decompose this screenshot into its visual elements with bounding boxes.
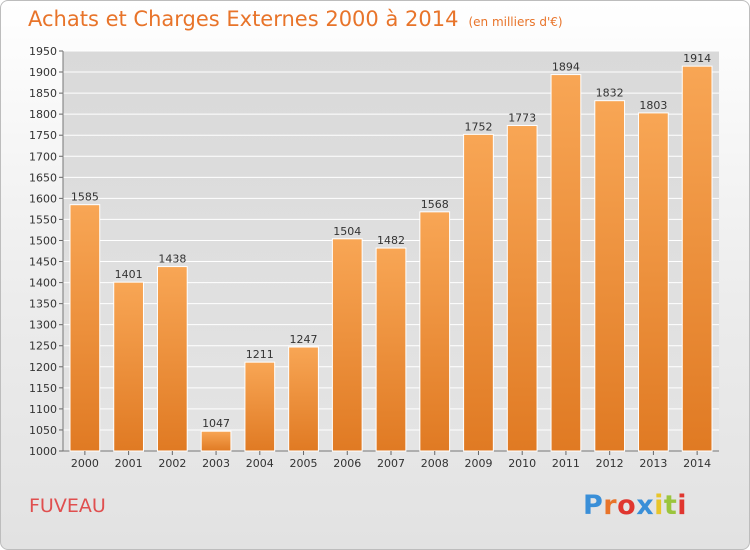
y-tick-label: 1150 xyxy=(29,382,57,395)
logo-letter: i xyxy=(677,490,688,521)
logo-letter: P xyxy=(583,490,604,521)
y-tick-label: 1450 xyxy=(29,256,57,269)
data-label: 1211 xyxy=(246,348,274,361)
x-tick-label: 2003 xyxy=(202,457,230,470)
logo-letter: x xyxy=(636,490,655,521)
commune-name: FUVEAU xyxy=(29,495,106,517)
x-tick-label: 2004 xyxy=(246,457,274,470)
logo-letter: o xyxy=(617,490,637,521)
x-tick-label: 2008 xyxy=(421,457,449,470)
bar xyxy=(550,74,582,452)
y-tick-label: 1650 xyxy=(29,171,57,184)
y-tick-label: 1100 xyxy=(29,403,57,416)
y-tick-label: 1900 xyxy=(29,66,57,79)
bar xyxy=(375,247,407,452)
data-label: 1894 xyxy=(552,61,580,74)
data-label: 1752 xyxy=(464,120,492,133)
x-tick-label: 2002 xyxy=(158,457,186,470)
bar xyxy=(113,281,144,452)
y-tick-label: 1250 xyxy=(29,340,57,353)
data-label: 1482 xyxy=(377,234,405,247)
y-tick-label: 1800 xyxy=(29,108,57,121)
x-tick-label: 2010 xyxy=(508,457,536,470)
chart-subtitle: (en milliers d'€) xyxy=(468,15,563,29)
bar xyxy=(463,133,494,452)
title-row: Achats et Charges Externes 2000 à 2014 (e… xyxy=(28,7,563,31)
logo-letter: r xyxy=(603,490,618,521)
x-tick-label: 2000 xyxy=(71,457,99,470)
y-tick-label: 1550 xyxy=(29,213,57,226)
bar xyxy=(69,204,101,452)
bar xyxy=(156,266,188,452)
data-label: 1504 xyxy=(333,225,361,238)
y-tick-label: 1350 xyxy=(29,298,57,311)
y-tick-label: 1050 xyxy=(29,424,57,437)
x-tick-label: 2007 xyxy=(377,457,405,470)
y-tick-label: 1850 xyxy=(29,87,57,100)
y-tick-label: 1500 xyxy=(29,234,57,247)
logo-letter: i xyxy=(654,490,664,521)
x-tick-label: 2011 xyxy=(552,457,580,470)
y-tick-label: 1300 xyxy=(29,319,57,332)
x-tick-label: 2001 xyxy=(115,457,143,470)
bar xyxy=(506,125,538,452)
y-tick-label: 1750 xyxy=(29,129,57,142)
data-label: 1047 xyxy=(202,417,230,430)
y-tick-label: 1600 xyxy=(29,192,57,205)
logo-letter: t xyxy=(663,490,678,521)
bar xyxy=(288,346,319,452)
y-tick-label: 1950 xyxy=(29,45,57,58)
data-label: 1832 xyxy=(596,87,624,100)
bar xyxy=(244,361,276,452)
bar xyxy=(594,100,626,452)
data-label: 1914 xyxy=(683,52,711,65)
bar xyxy=(331,238,363,452)
data-label: 1585 xyxy=(71,191,99,204)
data-label: 1568 xyxy=(421,198,449,211)
data-label: 1773 xyxy=(508,112,536,125)
x-tick-label: 2005 xyxy=(290,457,318,470)
data-label: 1401 xyxy=(115,268,143,281)
y-tick-label: 1400 xyxy=(29,277,57,290)
y-tick-label: 1700 xyxy=(29,150,57,163)
x-tick-label: 2009 xyxy=(464,457,492,470)
bar xyxy=(638,112,669,452)
bar xyxy=(200,430,232,452)
y-tick-label: 1000 xyxy=(29,445,57,458)
bar xyxy=(681,65,713,452)
chart-title: Achats et Charges Externes 2000 à 2014 xyxy=(28,7,459,31)
x-tick-label: 2012 xyxy=(596,457,624,470)
x-tick-label: 2013 xyxy=(639,457,667,470)
y-tick-label: 1200 xyxy=(29,361,57,374)
bar xyxy=(419,211,451,452)
data-label: 1247 xyxy=(290,333,318,346)
proxiti-logo: Proxiti xyxy=(583,490,687,521)
data-label: 1803 xyxy=(639,99,667,112)
x-tick-label: 2014 xyxy=(683,457,711,470)
x-tick-label: 2006 xyxy=(333,457,361,470)
data-label: 1438 xyxy=(158,253,186,266)
